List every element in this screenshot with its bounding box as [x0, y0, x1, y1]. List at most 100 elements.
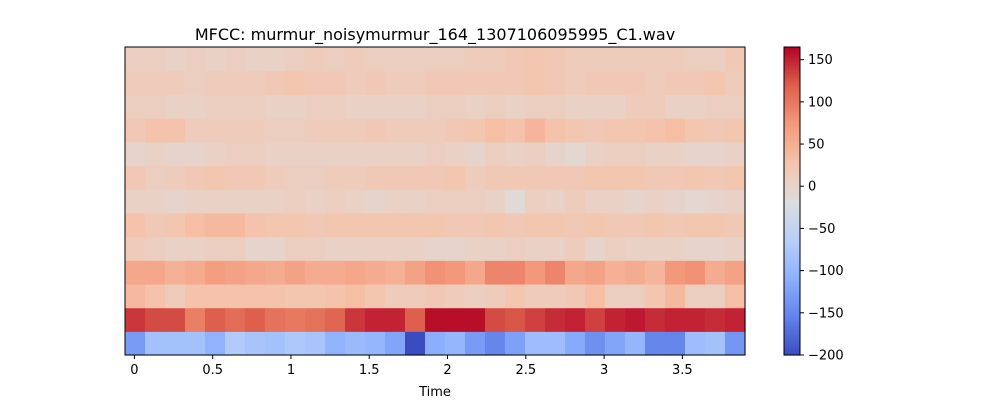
heatmap-cell [485, 283, 506, 309]
colorbar-segment [784, 231, 800, 235]
heatmap-cell [465, 331, 486, 356]
heatmap-cell [265, 94, 286, 119]
colorbar-segment [784, 154, 800, 158]
heatmap-cell [265, 283, 286, 309]
heatmap-cell [165, 260, 186, 285]
heatmap-cell [665, 189, 686, 214]
colorbar-segment [784, 172, 800, 176]
colorbar-segment [784, 190, 800, 194]
heatmap-cell [665, 47, 686, 72]
heatmap-cell [345, 165, 366, 190]
heatmap-cell [725, 94, 746, 119]
heatmap-cell [645, 141, 666, 167]
heatmap-cell [665, 165, 686, 190]
heatmap-cell [445, 331, 466, 356]
heatmap-cell [285, 283, 306, 309]
colorbar-segment [784, 334, 800, 338]
heatmap-cell [125, 260, 146, 285]
heatmap-cell [245, 118, 266, 143]
heatmap-cell [585, 141, 606, 167]
colorbar-segment [784, 113, 800, 117]
heatmap-cell [505, 212, 526, 238]
heatmap-cell [265, 236, 286, 261]
heatmap-cell [285, 118, 306, 143]
colorbar-segment [784, 218, 800, 223]
heatmap-cell [545, 307, 566, 332]
heatmap-cell [265, 118, 286, 143]
heatmap-cell [325, 283, 346, 309]
heatmap-cell [585, 189, 606, 214]
heatmap-cell [285, 236, 306, 261]
heatmap-cell [705, 47, 726, 72]
heatmap-cell [405, 260, 426, 285]
colorbar-segment [784, 175, 800, 179]
heatmap-cell [305, 260, 326, 285]
heatmap-cell [545, 118, 566, 143]
colorbar-tick-label: 0 [808, 180, 816, 195]
heatmap-cell [505, 94, 526, 119]
heatmap-cell [385, 236, 406, 261]
heatmap-cell [265, 47, 286, 72]
heatmap-cell [185, 260, 206, 285]
heatmap-cell [445, 212, 466, 238]
heatmap-cell [465, 189, 486, 214]
heatmap-cell [605, 260, 626, 285]
colorbar-segment [784, 141, 800, 146]
heatmap-cell [725, 189, 746, 214]
colorbar-segment [784, 236, 800, 241]
heatmap-cell [725, 141, 746, 167]
colorbar-segment [784, 290, 800, 294]
heatmap-cell [545, 331, 566, 356]
heatmap-cell [525, 118, 546, 143]
heatmap-cell [605, 70, 626, 95]
colorbar-segment [784, 126, 800, 130]
heatmap-cell [125, 212, 146, 238]
heatmap-cell [245, 165, 266, 190]
heatmap-cell [625, 94, 646, 119]
heatmap-cell [525, 283, 546, 309]
heatmap-cell [245, 141, 266, 167]
x-tick-label: 0.5 [202, 363, 223, 378]
colorbar-segment [784, 234, 800, 238]
heatmap-cell [365, 212, 386, 238]
heatmap-cell [585, 236, 606, 261]
heatmap-cell [665, 283, 686, 309]
heatmap-cell [605, 236, 626, 261]
heatmap-cell [405, 165, 426, 190]
heatmap-cell [305, 70, 326, 95]
heatmap-cell [125, 118, 146, 143]
heatmap-cell [625, 236, 646, 261]
heatmap-cell [345, 307, 366, 332]
heatmap-cell [685, 189, 706, 214]
colorbar-segment [784, 124, 800, 128]
heatmap-cell [525, 141, 546, 167]
heatmap-cell [145, 212, 166, 238]
colorbar-segment [784, 195, 800, 200]
colorbar-segment [784, 118, 800, 123]
heatmap-cell [225, 189, 246, 214]
heatmap-cell [645, 189, 666, 214]
heatmap-cell [405, 70, 426, 95]
heatmap-cell [485, 141, 506, 167]
heatmap-cell [345, 94, 366, 119]
heatmap-cell [685, 212, 706, 238]
heatmap-cell [205, 307, 226, 332]
colorbar-segment [784, 208, 800, 212]
heatmap-cell [725, 331, 746, 356]
colorbar-segment [784, 321, 800, 325]
heatmap-cell [145, 331, 166, 356]
heatmap-cell [385, 47, 406, 72]
heatmap-cell [185, 47, 206, 72]
heatmap-cell [525, 94, 546, 119]
heatmap-cell [625, 307, 646, 332]
colorbar-segment [784, 301, 800, 305]
colorbar-segment [784, 64, 800, 69]
heatmap-cell [665, 141, 686, 167]
heatmap-cell [485, 118, 506, 143]
colorbar-segment [784, 59, 800, 63]
colorbar-segment [784, 288, 800, 292]
x-tick-label: 3.5 [672, 363, 693, 378]
heatmap-cell [205, 212, 226, 238]
heatmap-cell [585, 165, 606, 190]
